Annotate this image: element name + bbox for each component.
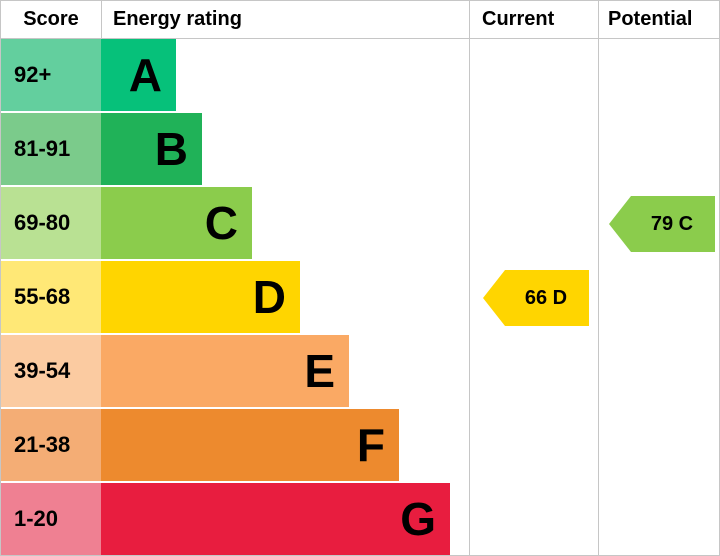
band-row-a: 92+ A bbox=[1, 39, 469, 113]
header-potential: Potential bbox=[608, 8, 693, 30]
score-range: 1-20 bbox=[1, 483, 101, 555]
score-range: 55-68 bbox=[1, 261, 101, 333]
band-bar-d: D bbox=[101, 261, 300, 333]
header-energy-rating: Energy rating bbox=[113, 8, 242, 30]
band-row-b: 81-91 B bbox=[1, 113, 469, 187]
current-rating-marker: 66 D bbox=[483, 270, 589, 326]
band-bar-g: G bbox=[101, 483, 450, 555]
band-row-e: 39-54 E bbox=[1, 335, 469, 409]
band-bar-a: A bbox=[101, 39, 176, 111]
score-range: 69-80 bbox=[1, 187, 101, 259]
rating-bands: 92+ A 81-91 B 69-80 C 55-68 D 39-54 E 21… bbox=[1, 39, 469, 555]
header-score: Score bbox=[23, 8, 79, 30]
band-bar-b: B bbox=[101, 113, 202, 185]
header-current: Current bbox=[482, 8, 555, 30]
band-row-c: 69-80 C bbox=[1, 187, 469, 261]
band-bar-f: F bbox=[101, 409, 399, 481]
band-row-f: 21-38 F bbox=[1, 409, 469, 483]
potential-rating-marker: 79 C bbox=[609, 196, 715, 252]
band-bar-e: E bbox=[101, 335, 349, 407]
score-range: 39-54 bbox=[1, 335, 101, 407]
column-divider-current bbox=[469, 1, 470, 555]
score-range: 21-38 bbox=[1, 409, 101, 481]
column-divider-score bbox=[101, 1, 102, 39]
score-range: 81-91 bbox=[1, 113, 101, 185]
band-row-d: 55-68 D bbox=[1, 261, 469, 335]
chart-header: Score Energy rating Current Potential bbox=[1, 1, 719, 39]
band-row-g: 1-20 G bbox=[1, 483, 469, 555]
column-divider-potential bbox=[598, 1, 599, 555]
score-range: 92+ bbox=[1, 39, 101, 111]
band-bar-c: C bbox=[101, 187, 252, 259]
